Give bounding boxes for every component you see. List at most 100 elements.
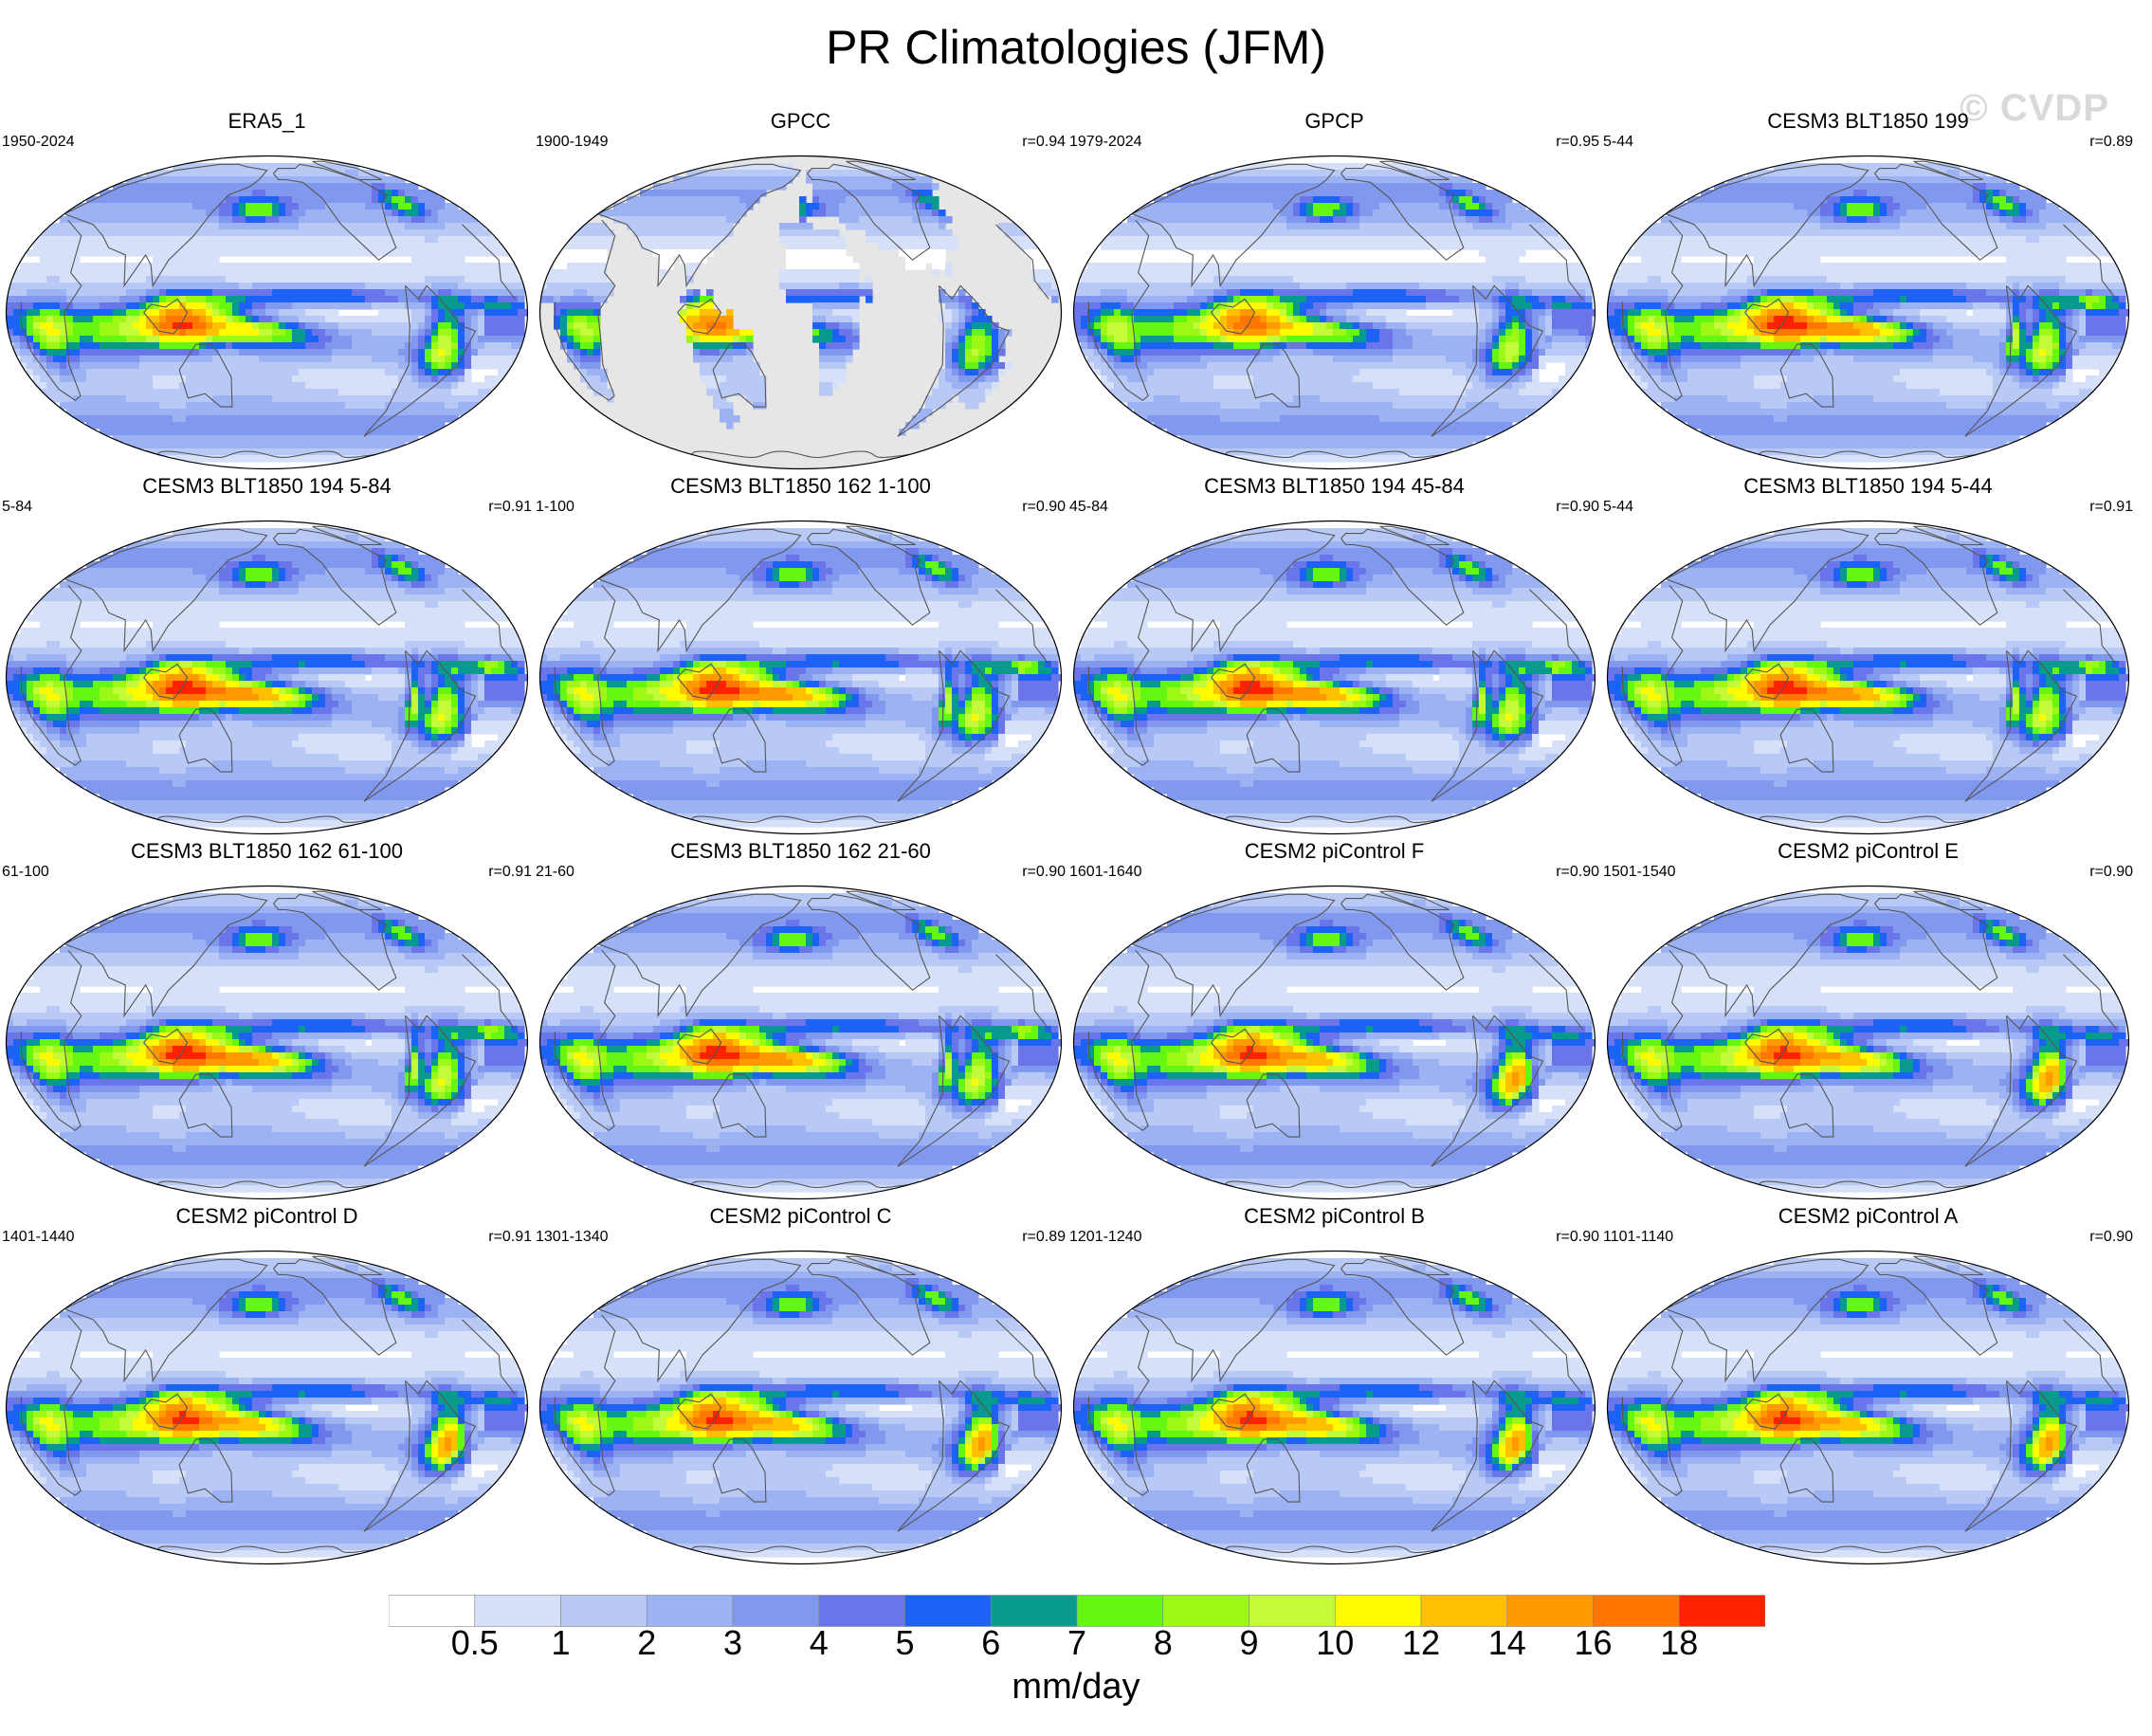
- precip-map: [538, 520, 1063, 835]
- map-panel: GPCP 1979-2024 r=0.95: [1067, 107, 1601, 472]
- precip-map: [538, 885, 1063, 1200]
- coastline: [1621, 584, 2117, 766]
- colorbar-tick-label: 2: [604, 1624, 689, 1662]
- coastline: [1211, 1028, 1256, 1065]
- coastline: [897, 1380, 1011, 1532]
- map-panel: CESM3 BLT1850 162 21-60 21-60 r=0.90: [534, 837, 1067, 1202]
- coastline: [897, 284, 1011, 437]
- coastline: [1211, 298, 1256, 335]
- coastline: [846, 525, 916, 546]
- panel-years: 1101-1140: [1603, 1229, 1673, 1246]
- panel-title: CESM2 piControl D: [0, 1202, 534, 1231]
- coastline: [712, 1438, 767, 1503]
- coastline: [312, 890, 382, 911]
- coastline: [363, 649, 477, 802]
- panel-title: CESM2 piControl A: [1601, 1202, 2135, 1231]
- colorbar-box: [474, 1595, 561, 1627]
- map-panel: CESM2 piControl D 1401-1440 r=0.91: [0, 1202, 534, 1567]
- coastline: [597, 528, 802, 653]
- map-outline: [5, 520, 529, 835]
- colorbar-box: [389, 1595, 476, 1627]
- coastline: [1131, 1258, 1336, 1383]
- colorbar-box: [732, 1595, 820, 1627]
- colorbar-box: [1593, 1595, 1680, 1627]
- coastline: [1621, 949, 2117, 1131]
- panel-correlation: r=0.90: [1022, 864, 1066, 881]
- colorbar-box: [646, 1595, 734, 1627]
- coastline: [1087, 219, 1583, 401]
- map-outline: [1606, 520, 2130, 835]
- coastline: [712, 708, 767, 773]
- panel-correlation: r=0.91: [488, 1229, 532, 1246]
- coastline: [597, 893, 802, 1018]
- coastline: [1913, 890, 1983, 911]
- coastline: [1211, 1393, 1256, 1430]
- colorbar-box: [1334, 1595, 1422, 1627]
- panel-title: CESM2 piControl F: [1067, 837, 1601, 866]
- coastline: [1431, 649, 1544, 802]
- map-outline: [1072, 155, 1596, 470]
- coastline: [20, 1314, 516, 1496]
- map-outline: [1072, 885, 1596, 1200]
- panel-years: 5-84: [2, 499, 32, 516]
- coastline: [64, 1258, 268, 1383]
- coastline: [1759, 1545, 1978, 1553]
- precip-map: [5, 155, 529, 470]
- precip-field: [1607, 886, 2129, 1199]
- coastline: [554, 949, 1049, 1131]
- coastline: [273, 893, 397, 991]
- coastline: [897, 649, 1011, 802]
- coastline: [691, 450, 910, 458]
- coastline: [20, 219, 516, 401]
- map-outline: [538, 520, 1063, 835]
- panel-correlation: r=0.91: [488, 499, 532, 516]
- panel-years: 1201-1240: [1069, 1229, 1142, 1246]
- coastline: [1744, 298, 1790, 335]
- precip-map: [1606, 155, 2130, 470]
- coastline: [1340, 163, 1465, 261]
- precip-field: [1073, 1251, 1596, 1564]
- colorbar-tick-label: 8: [1121, 1624, 1206, 1662]
- coastline: [1913, 525, 1983, 546]
- coastline: [312, 525, 382, 546]
- coastline: [1340, 528, 1465, 626]
- coastline: [691, 1545, 910, 1553]
- panel-years: 1501-1540: [1603, 864, 1676, 881]
- coastline: [273, 528, 397, 626]
- panel-correlation: r=0.95: [1556, 134, 1599, 151]
- panel-correlation: r=0.90: [2089, 1229, 2133, 1246]
- coastline: [1665, 1258, 1869, 1383]
- coastline: [363, 1014, 477, 1167]
- panel-years: 1401-1440: [2, 1229, 75, 1246]
- coastline: [1964, 284, 2078, 437]
- coastline: [1964, 1380, 2078, 1532]
- precip-map: [5, 885, 529, 1200]
- colorbar-tick-label: 14: [1465, 1624, 1550, 1662]
- coastline: [1744, 1393, 1790, 1430]
- panel-title: CESM3 BLT1850 162 21-60: [534, 837, 1067, 866]
- coastline: [1621, 219, 2117, 401]
- precip-field: [1607, 155, 2129, 469]
- coastline: [1379, 1255, 1450, 1276]
- map-panel: CESM2 piControl C 1301-1340 r=0.89: [534, 1202, 1067, 1567]
- coastline: [677, 1028, 722, 1065]
- panel-years: 45-84: [1069, 499, 1108, 516]
- precip-map: [538, 1250, 1063, 1565]
- coastline: [691, 815, 910, 823]
- coastline: [157, 450, 376, 458]
- coastline: [1131, 893, 1336, 1018]
- coastline: [1087, 949, 1583, 1131]
- coastline: [20, 584, 516, 766]
- coastline: [1379, 890, 1450, 911]
- coastline: [178, 1438, 233, 1503]
- map-panel: CESM3 BLT1850 162 1-100 1-100 r=0.90: [534, 472, 1067, 837]
- map-panel: CESM3 BLT1850 194 5-44 5-44 r=0.91: [1601, 472, 2135, 837]
- coastline: [1779, 1438, 1834, 1503]
- map-panel: CESM2 piControl F 1601-1640 r=0.90: [1067, 837, 1601, 1202]
- coastline: [1431, 1014, 1544, 1167]
- colorbar-box: [560, 1595, 647, 1627]
- coastline: [846, 160, 916, 181]
- precip-map: [1072, 1250, 1596, 1565]
- coastline: [1379, 525, 1450, 546]
- coastline: [1665, 893, 1869, 1018]
